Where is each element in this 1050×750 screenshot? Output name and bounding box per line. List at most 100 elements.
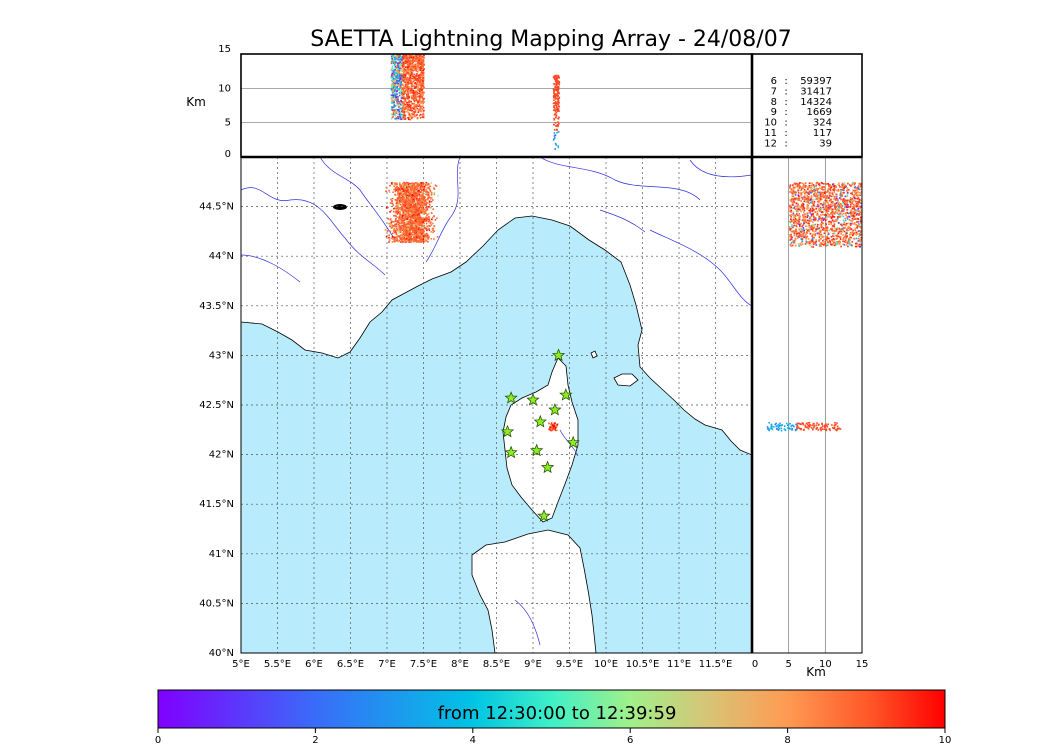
- colorbar-tick-label: 10: [939, 735, 952, 746]
- station-marker: [500, 424, 515, 438]
- station-marker: [504, 445, 518, 459]
- map-y-tick-label: 42.5°N: [199, 400, 234, 411]
- counts-value: 14324: [800, 97, 832, 108]
- counts-separator: :: [784, 118, 787, 129]
- map-y-ticks: 40°N 40.5°N 41°N 41.5°N 42°N 42.5°N 43°N 43.5°N…: [199, 202, 234, 659]
- map-x-tick-label: 7.5°E: [410, 659, 437, 670]
- sardinia-land: [471, 529, 597, 653]
- map-x-ticks: 5°E 5.5°E 6°E 6.5°E 7°E 7.5°E 8°E 8.5°E 9°E 9.5°E…: [232, 659, 732, 670]
- elba-island: [613, 373, 639, 387]
- station-marker: [537, 509, 551, 522]
- alt-lat-panel: 0 5 10 15 Km: [241, 54, 868, 679]
- colorbar-gradient: [157, 689, 946, 729]
- map-x-tick-label: 5°E: [232, 659, 250, 670]
- station-marker: [533, 414, 547, 428]
- station-marker: [548, 403, 562, 416]
- counts-value: 117: [813, 128, 832, 139]
- map-y-tick-label: 43°N: [209, 350, 234, 361]
- counts-station-number: 8: [771, 97, 777, 108]
- map-grid: [241, 157, 752, 653]
- alt-lat-source-cluster: [788, 181, 862, 248]
- station-marker: [566, 435, 580, 449]
- counts-station-number: 12: [764, 138, 777, 149]
- map-y-tick-label: 40.5°N: [199, 598, 234, 609]
- map-y-tick-label: 44.5°N: [199, 202, 234, 213]
- station-marker: [526, 393, 540, 406]
- map-x-tick-label: 10.5°E: [626, 659, 660, 670]
- map-x-tick-label: 7°E: [378, 659, 396, 670]
- station-counts-table: 6: 59397 7: 31417 8: 14324 9: 1669 10: 324 11: 117 1…: [764, 76, 832, 149]
- map-lightning-sources: [384, 181, 559, 432]
- chart-title: SAETTA Lightning Mapping Array - 24/08/0…: [310, 27, 791, 52]
- capraia-island: [590, 350, 598, 359]
- counts-station-number: 6: [771, 76, 777, 87]
- counts-value: 324: [813, 118, 832, 129]
- map-y-tick-label: 42°N: [209, 450, 234, 461]
- map-x-tick-label: 9°E: [524, 659, 542, 670]
- map-source-cluster: [384, 181, 439, 243]
- counts-separator: :: [784, 76, 787, 87]
- time-colorbar: from 12:30:00 to 12:39:59 0 2 4 6 8 10: [155, 689, 952, 746]
- colorbar-label: from 12:30:00 to 12:39:59: [438, 703, 677, 724]
- alt-lat-x-tick-label: 0: [752, 659, 758, 670]
- lon-alt-y-tick-label: 0: [225, 149, 231, 160]
- counts-value: 59397: [800, 76, 832, 87]
- alt-lat-grid: [788, 157, 826, 653]
- counts-station-number: 11: [764, 128, 777, 139]
- map-x-tick-label: 11.5°E: [699, 659, 733, 670]
- colorbar-ticks: 0 2 4 6 8 10: [155, 728, 952, 746]
- colorbar-tick-label: 6: [627, 735, 633, 746]
- colorbar-tick-label: 8: [784, 735, 790, 746]
- counts-separator: :: [784, 107, 787, 118]
- counts-value: 31417: [800, 86, 832, 97]
- counts-separator: :: [784, 138, 787, 149]
- map-y-tick-label: 44°N: [209, 251, 234, 262]
- station-marker: [551, 348, 566, 362]
- lon-alt-source-cluster: [552, 74, 561, 150]
- map-y-tick-label: 41.5°N: [199, 499, 234, 510]
- counts-value: 39: [819, 138, 832, 149]
- station-marker: [540, 460, 555, 474]
- map-x-tick-label: 8°E: [451, 659, 469, 670]
- corsica-land: [502, 357, 579, 523]
- alt-lat-lightning-sources: [766, 181, 862, 432]
- alt-lat-x-ticks: 0 5 10 15: [752, 659, 869, 670]
- counts-station-number: 7: [771, 86, 777, 97]
- station-marker: [559, 388, 573, 401]
- lon-alt-ylabel: Km: [186, 95, 206, 109]
- colorbar-tick-label: 0: [155, 735, 161, 746]
- lon-alt-y-tick-label: 5: [225, 118, 231, 129]
- map-x-tick-label: 8.5°E: [483, 659, 510, 670]
- station-counts-panel: 6: 59397 7: 31417 8: 14324 9: 1669 10: 324 11: 117 1…: [751, 53, 863, 158]
- counts-value: 1669: [807, 107, 832, 118]
- counts-separator: :: [784, 86, 787, 97]
- lon-alt-y-tick-label: 10: [218, 83, 231, 94]
- counts-separator: :: [784, 97, 787, 108]
- map-x-tick-label: 10°E: [594, 659, 618, 670]
- alt-lat-source-cluster: [766, 421, 842, 432]
- counts-separator: :: [784, 128, 787, 139]
- map-y-tick-label: 43.5°N: [199, 301, 234, 312]
- map-panel: 5°E 5.5°E 6°E 6.5°E 7°E 7.5°E 8°E 8.5°E 9°E 9.5°E…: [199, 156, 753, 670]
- counts-station-number: 10: [764, 118, 777, 129]
- map-stations: [500, 348, 580, 522]
- map-x-tick-label: 11°E: [667, 659, 691, 670]
- lon-alt-panel: 0 5 10 15 Km: [186, 44, 753, 160]
- alt-lat-x-tick-label: 15: [856, 659, 869, 670]
- counts-station-number: 9: [771, 107, 777, 118]
- colorbar-tick-label: 4: [470, 735, 476, 746]
- colorbar-tick-label: 2: [312, 735, 318, 746]
- lon-alt-lightning-sources: [390, 54, 561, 150]
- alt-lat-x-tick-label: 10: [819, 659, 832, 670]
- station-marker: [504, 391, 518, 404]
- map-source-cluster: [548, 422, 559, 432]
- map-y-tick-label: 41°N: [209, 549, 234, 560]
- alt-lat-x-tick-label: 5: [785, 659, 791, 670]
- station-marker: [529, 443, 544, 457]
- lake: [333, 204, 347, 210]
- map-x-tick-label: 6.5°E: [337, 659, 364, 670]
- map-x-tick-label: 6°E: [305, 659, 323, 670]
- lon-alt-y-ticks: 0 5 10 15: [218, 44, 231, 160]
- alt-lat-xlabel: Km: [806, 665, 826, 679]
